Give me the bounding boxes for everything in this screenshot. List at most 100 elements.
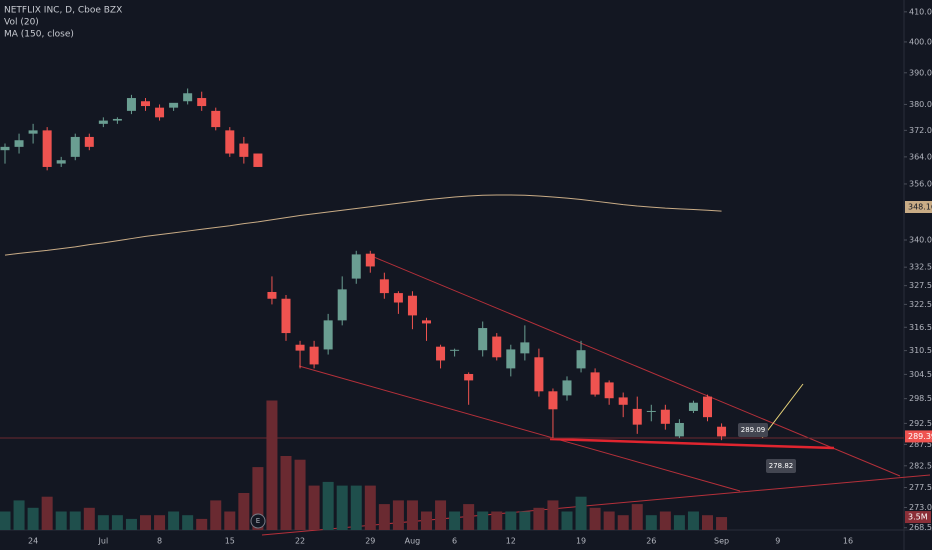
x-tick-label: Sep	[714, 537, 729, 546]
arrow	[761, 383, 804, 439]
candle-body	[393, 293, 403, 303]
candle-body	[323, 320, 333, 350]
volume-bar	[491, 511, 503, 530]
x-tick-label: 16	[843, 537, 853, 546]
candle-body	[267, 291, 277, 299]
candle-body	[506, 349, 516, 369]
y-tick-label: 332.50	[909, 263, 932, 272]
volume-bar	[575, 496, 587, 530]
candle-body	[225, 130, 235, 154]
candle-body	[281, 298, 291, 334]
x-tick-label: 9	[775, 537, 780, 546]
candle-body	[126, 98, 136, 111]
x-tick-label: 8	[157, 537, 162, 546]
volume-bar	[533, 507, 545, 530]
candle-body	[42, 130, 52, 167]
volume-bar	[336, 485, 348, 530]
volume-bar	[435, 500, 447, 530]
candle-body	[548, 391, 558, 410]
candle-body	[688, 402, 698, 411]
y-tick-label: 327.50	[909, 281, 932, 290]
volume-bar	[631, 504, 643, 530]
candle-body	[351, 254, 361, 279]
candle-body	[28, 130, 38, 134]
volume-bar	[716, 517, 728, 530]
candle-body	[632, 408, 642, 425]
candle-body	[98, 120, 108, 124]
volume-bar	[168, 511, 180, 530]
candle-body	[703, 396, 712, 418]
volume-bar	[322, 481, 334, 530]
volume-bar	[421, 511, 432, 530]
candle-body	[450, 349, 460, 351]
candle-body	[422, 320, 431, 324]
volume-bar	[294, 459, 306, 530]
volume-bar	[449, 511, 461, 530]
volume-bar	[280, 456, 292, 530]
volume-bar	[463, 504, 475, 530]
event-marker	[250, 513, 266, 529]
y-tick-label: 304.50	[909, 370, 932, 379]
candle-body	[379, 279, 389, 294]
candle-body	[436, 346, 446, 361]
y-tick-label: 322.50	[909, 300, 932, 309]
candle-body	[534, 357, 544, 392]
volume-bar	[140, 515, 151, 530]
volume-bar	[27, 507, 39, 530]
candle-body	[365, 253, 375, 267]
candle-body	[0, 146, 10, 151]
x-tick-label: 29	[365, 537, 375, 546]
y-tick-label: 356.00	[909, 179, 932, 188]
volume-bar	[645, 515, 657, 530]
ma-tag-label: 348.16	[908, 203, 932, 212]
candle-body	[646, 410, 656, 412]
candle-body	[562, 380, 572, 396]
x-tick-label: 26	[646, 537, 656, 546]
candle-body	[155, 107, 165, 118]
volume-bar	[210, 500, 222, 530]
x-tick-label: 12	[506, 537, 516, 546]
candle-body	[478, 328, 488, 351]
candle-body	[604, 382, 614, 399]
volume-bar	[125, 518, 137, 530]
y-tick-label: 277.50	[909, 483, 932, 492]
volume-bar	[224, 511, 236, 530]
volume-bar	[83, 507, 95, 530]
annotation-box	[766, 459, 796, 473]
volume-bar	[364, 485, 376, 530]
volume-bar	[13, 500, 25, 530]
volume-bar	[673, 515, 685, 530]
candle-body	[295, 344, 305, 351]
candle-body	[492, 336, 502, 358]
candle-body	[309, 346, 319, 365]
candle-body	[14, 140, 24, 147]
volume-bar	[154, 515, 166, 530]
candle-body	[618, 397, 628, 405]
indicator-label: Vol (20)	[4, 18, 39, 28]
indicator-label: MA (150, close)	[4, 30, 74, 40]
volume-bar	[392, 500, 404, 530]
y-tick-label: 292.50	[909, 419, 932, 428]
candle-body	[112, 118, 122, 121]
chart-title: NETFLIX INC, D, Cboe BZX	[4, 6, 122, 16]
candle-body	[239, 143, 249, 157]
volume-bar	[702, 515, 713, 530]
volume-bar	[617, 515, 629, 530]
y-tick-label: 287.50	[909, 440, 932, 449]
candle-body	[70, 136, 80, 157]
x-tick-label: Aug	[405, 537, 421, 546]
x-tick-label: 6	[452, 537, 457, 546]
volume-bar	[182, 515, 194, 530]
volume-bar	[350, 485, 362, 530]
y-tick-label: 380.00	[909, 100, 932, 109]
candle-body	[253, 153, 263, 167]
y-tick-label: 298.50	[909, 394, 932, 403]
x-tick-label: 24	[28, 537, 38, 546]
volume-bar	[547, 500, 559, 530]
volume-bar	[308, 485, 320, 530]
volume-tag	[905, 511, 931, 524]
volume-bar	[589, 507, 601, 530]
x-tick-label: 15	[225, 537, 235, 546]
candle-body	[674, 422, 684, 437]
